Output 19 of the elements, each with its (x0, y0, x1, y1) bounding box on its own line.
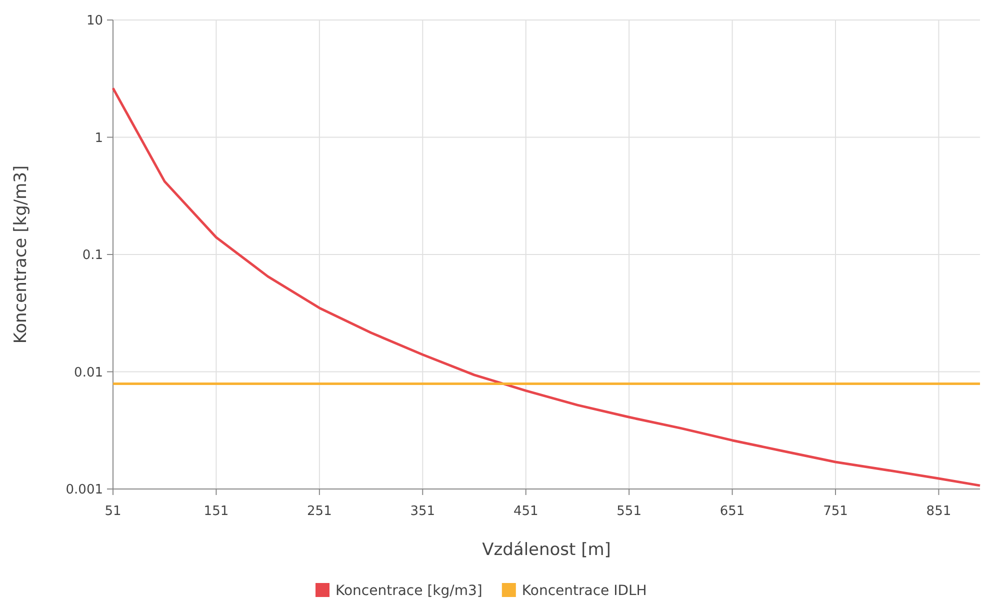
y-tick-label: 10 (86, 14, 103, 29)
y-tick-label: 0.01 (74, 365, 103, 380)
x-tick-label: 451 (513, 504, 538, 519)
line-series (112, 86, 981, 487)
legend-label: Koncentrace IDLH (522, 583, 647, 599)
y-tick-label: 1 (94, 130, 103, 146)
x-tick-label: 651 (720, 504, 745, 519)
x-tick-label: 151 (204, 504, 229, 519)
x-tick-label: 551 (616, 504, 642, 519)
x-axis-title: Vzdálenost [m] (482, 540, 611, 560)
legend-label: Koncentrace [kg/m3] (336, 583, 482, 599)
x-tick-label: 851 (926, 504, 952, 519)
x-tick-label: 251 (307, 504, 332, 519)
x-tick-label: 751 (823, 504, 848, 519)
x-tick-label: 351 (410, 504, 436, 519)
y-tick-label: 0.1 (82, 248, 103, 264)
y-axis-title: Koncentrace [kg/m3] (11, 165, 31, 344)
y-tick-label: 0.001 (66, 482, 103, 498)
x-tick-label: 51 (104, 504, 122, 519)
